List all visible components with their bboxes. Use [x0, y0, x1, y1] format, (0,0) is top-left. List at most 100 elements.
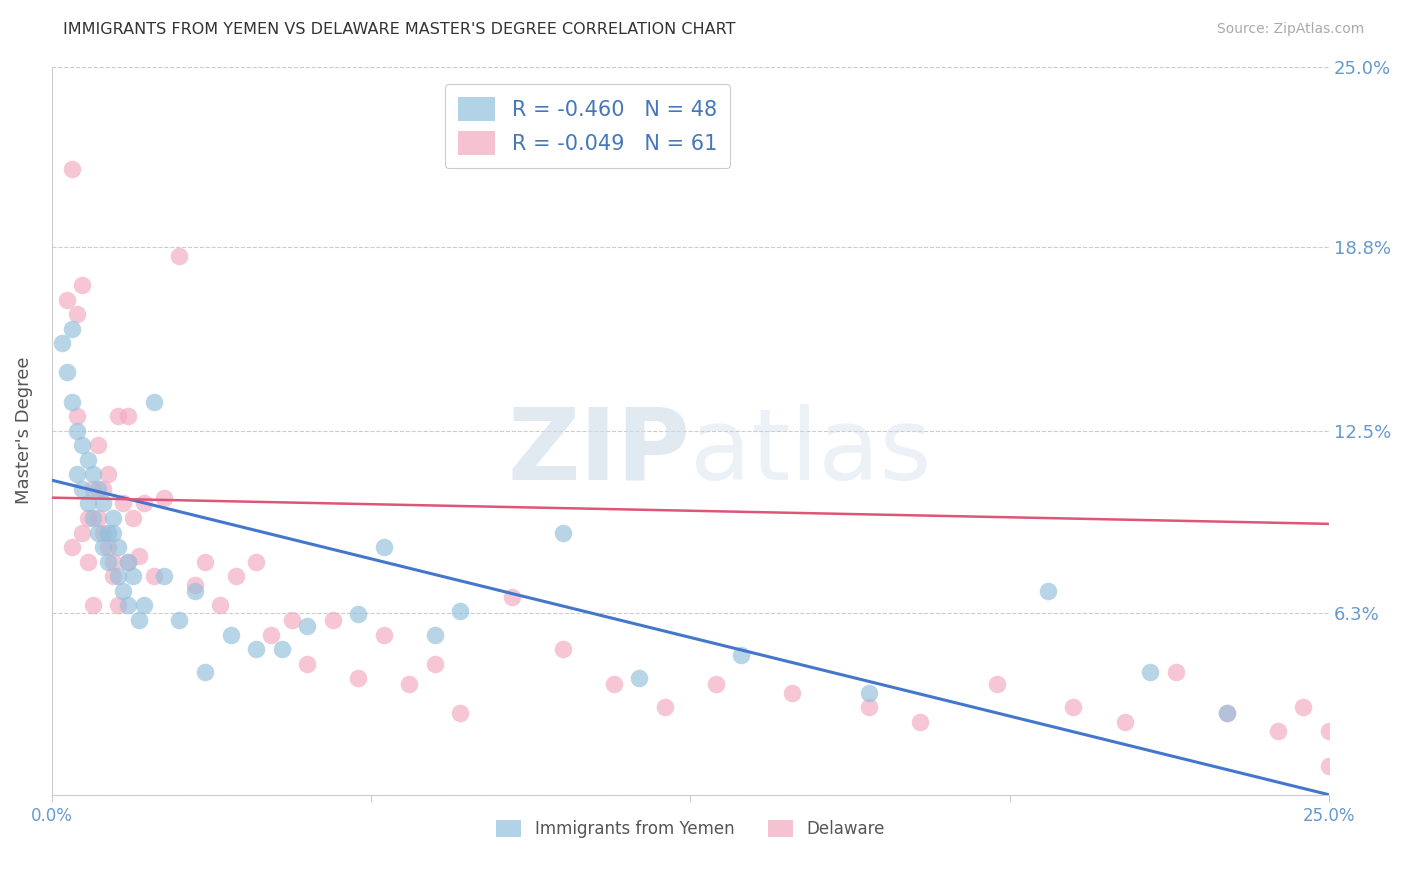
Point [373, 627, 395, 641]
Point [107, 409, 129, 423]
Point [60, 161, 83, 176]
Point [97, 525, 120, 540]
Point [501, 590, 523, 604]
Point [245, 642, 267, 657]
Point [1215, 706, 1237, 721]
Point [184, 578, 207, 592]
Y-axis label: Master's Degree: Master's Degree [15, 357, 32, 504]
Point [87, 438, 110, 452]
Point [347, 607, 370, 621]
Point [858, 700, 880, 714]
Point [87, 525, 110, 540]
Point [82, 511, 104, 525]
Point [373, 540, 395, 554]
Legend: Immigrants from Yemen, Delaware: Immigrants from Yemen, Delaware [489, 814, 891, 845]
Point [281, 613, 304, 627]
Point [117, 599, 139, 613]
Point [122, 511, 145, 525]
Point [91, 525, 114, 540]
Point [423, 627, 446, 641]
Point [117, 555, 139, 569]
Point [1062, 700, 1084, 714]
Point [72, 525, 94, 540]
Point [76, 496, 98, 510]
Point [72, 438, 94, 452]
Point [101, 555, 124, 569]
Point [91, 540, 114, 554]
Point [97, 540, 120, 554]
Point [1164, 665, 1187, 680]
Point [56, 365, 79, 379]
Point [112, 583, 135, 598]
Point [295, 657, 318, 671]
Point [66, 307, 89, 321]
Point [101, 569, 124, 583]
Point [132, 496, 155, 510]
Point [551, 642, 574, 657]
Point [782, 686, 804, 700]
Text: atlas: atlas [690, 404, 932, 501]
Point [82, 467, 104, 482]
Point [628, 671, 651, 685]
Point [87, 511, 110, 525]
Point [194, 555, 217, 569]
Point [51, 336, 73, 351]
Point [66, 424, 89, 438]
Point [219, 627, 242, 641]
Point [122, 569, 145, 583]
Text: Source: ZipAtlas.com: Source: ZipAtlas.com [1216, 22, 1364, 37]
Point [449, 604, 471, 618]
Point [56, 293, 79, 307]
Point [60, 394, 83, 409]
Point [730, 648, 752, 662]
Point [1267, 723, 1289, 738]
Point [1317, 758, 1340, 772]
Point [347, 671, 370, 685]
Point [270, 642, 292, 657]
Point [1292, 700, 1315, 714]
Point [194, 665, 217, 680]
Point [91, 496, 114, 510]
Point [1036, 583, 1059, 598]
Point [91, 482, 114, 496]
Point [66, 467, 89, 482]
Point [72, 278, 94, 293]
Point [1114, 714, 1136, 729]
Point [169, 613, 191, 627]
Point [551, 525, 574, 540]
Point [112, 496, 135, 510]
Point [986, 677, 1008, 691]
Point [72, 482, 94, 496]
Point [153, 569, 176, 583]
Point [128, 613, 150, 627]
Point [858, 686, 880, 700]
Point [117, 409, 139, 423]
Point [245, 555, 267, 569]
Point [97, 555, 120, 569]
Point [76, 452, 98, 467]
Point [398, 677, 420, 691]
Point [76, 511, 98, 525]
Point [322, 613, 344, 627]
Point [704, 677, 727, 691]
Point [153, 491, 176, 505]
Point [87, 482, 110, 496]
Point [260, 627, 283, 641]
Point [66, 409, 89, 423]
Point [97, 467, 120, 482]
Point [449, 706, 471, 721]
Point [423, 657, 446, 671]
Point [107, 569, 129, 583]
Point [101, 511, 124, 525]
Text: ZIP: ZIP [508, 404, 690, 501]
Point [82, 599, 104, 613]
Point [184, 583, 207, 598]
Point [602, 677, 624, 691]
Point [209, 599, 232, 613]
Point [107, 599, 129, 613]
Point [1215, 706, 1237, 721]
Point [1317, 723, 1340, 738]
Point [107, 540, 129, 554]
Point [142, 569, 165, 583]
Point [60, 540, 83, 554]
